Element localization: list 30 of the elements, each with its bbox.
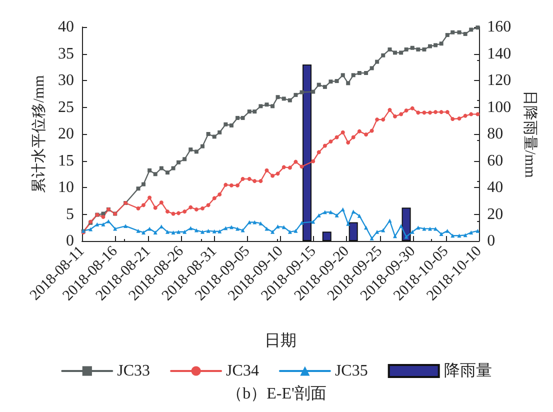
y-tick-label: 40	[58, 18, 74, 36]
y2-tick-label: 80	[487, 126, 504, 142]
y2-tick-label: 0	[487, 232, 496, 250]
y-tick-label: 20	[58, 126, 74, 142]
bar	[322, 232, 332, 241]
bar	[302, 64, 312, 241]
y2-tick-label: 20	[487, 206, 504, 223]
y-tick-label: 35	[58, 45, 74, 62]
y2-tick-label: 60	[487, 152, 504, 170]
y-tick-label: 0	[66, 232, 74, 250]
y-tick-label: 15	[58, 152, 74, 170]
text: （b）E-E'剖面	[226, 384, 326, 402]
y-tick-label: 30	[58, 72, 74, 89]
y2-axis-title: 日降雨量/mm	[522, 90, 538, 178]
y-tick-label: 10	[58, 179, 74, 196]
bar	[348, 222, 358, 241]
legend-label: JC34	[226, 362, 259, 380]
legend-label: JC35	[334, 362, 368, 380]
y2-tick-label: 120	[487, 72, 512, 89]
legend-label: JC33	[117, 362, 150, 380]
y-tick-label: 25	[58, 98, 74, 116]
legend-label: 降雨量	[444, 362, 492, 380]
y2-tick-label: 160	[487, 18, 512, 36]
y2-tick-label: 100	[487, 98, 512, 116]
y-tick-label: 5	[66, 206, 74, 223]
y2-tick-label: 40	[487, 179, 504, 196]
y2-tick-label: 140	[487, 45, 512, 62]
x-axis-title: 日期	[264, 332, 297, 350]
y-axis-title: 累计水平位移/mm	[30, 74, 48, 193]
bar	[402, 208, 411, 241]
